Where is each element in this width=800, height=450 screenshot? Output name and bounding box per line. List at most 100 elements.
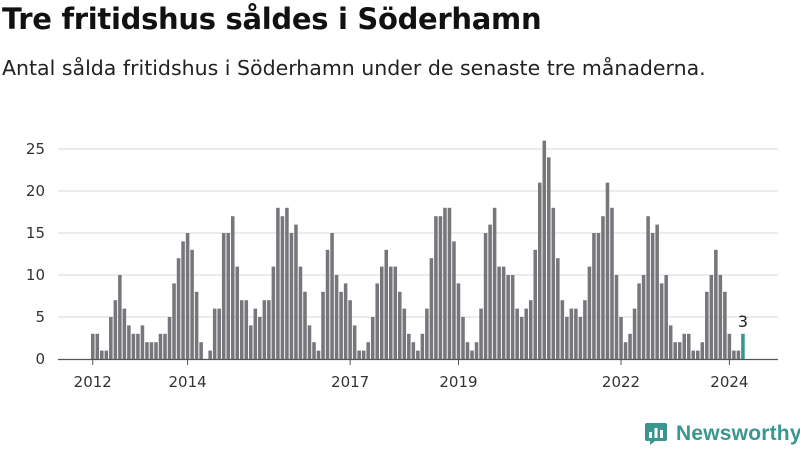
bar <box>316 350 321 359</box>
bar <box>682 333 687 359</box>
bar <box>167 317 172 359</box>
bar <box>605 182 610 359</box>
bar <box>289 233 294 359</box>
bar <box>592 233 596 359</box>
bar <box>587 266 592 359</box>
bar <box>212 308 217 359</box>
brand-name: Newsworthy <box>676 422 800 445</box>
bar <box>271 266 276 359</box>
bar <box>686 333 691 359</box>
bar <box>249 325 253 359</box>
bar <box>276 207 280 359</box>
x-tick-label: 2012 <box>74 373 112 391</box>
bar <box>221 233 226 359</box>
bar <box>465 342 470 359</box>
bar <box>488 224 492 359</box>
bar <box>176 258 181 359</box>
bar <box>348 300 352 359</box>
bar <box>127 325 131 359</box>
bar <box>425 308 429 359</box>
bar <box>91 333 95 359</box>
bar <box>262 300 267 359</box>
bar <box>429 258 434 359</box>
bar <box>443 207 447 359</box>
bar <box>321 291 325 359</box>
bar <box>705 291 709 359</box>
bar <box>199 342 203 359</box>
bar <box>366 342 370 359</box>
bar <box>226 233 230 359</box>
brand-logo: Newsworthy <box>644 419 800 449</box>
gridlines <box>58 148 778 318</box>
bar <box>181 241 185 359</box>
y-tick-label: 0 <box>35 350 45 368</box>
bar <box>131 333 136 359</box>
bar <box>230 216 235 359</box>
x-axis-ticks: 2012 2014 2017 2019 2022 2024 <box>74 359 748 391</box>
bar <box>727 333 732 359</box>
bar <box>714 249 718 359</box>
y-tick-label: 25 <box>26 140 45 158</box>
bar <box>113 300 118 359</box>
bar <box>298 266 303 359</box>
bar <box>542 140 547 359</box>
y-tick-label: 5 <box>35 308 45 326</box>
bar <box>456 283 461 359</box>
bar <box>149 342 154 359</box>
bar <box>623 342 628 359</box>
bar <box>118 275 122 359</box>
bar <box>352 325 357 359</box>
bar <box>474 342 479 359</box>
bar <box>677 342 682 359</box>
bar <box>596 233 601 359</box>
bar <box>506 275 510 359</box>
bar <box>668 325 673 359</box>
bar <box>388 266 393 359</box>
bar <box>601 216 605 359</box>
bar <box>190 249 194 359</box>
bar <box>537 182 542 359</box>
bar <box>136 333 140 359</box>
bar <box>497 266 501 359</box>
bar <box>434 216 438 359</box>
bar <box>650 233 655 359</box>
bar <box>574 308 578 359</box>
bar <box>208 350 212 359</box>
y-tick-label: 20 <box>26 182 45 200</box>
bar <box>122 308 127 359</box>
bar-chart-logo-icon <box>645 423 667 445</box>
page-subtitle: Antal sålda fritidshus i Söderhamn under… <box>2 56 706 80</box>
y-tick-label: 15 <box>26 224 45 242</box>
bar <box>583 300 587 359</box>
bar <box>501 266 506 359</box>
bar <box>723 291 727 359</box>
x-tick-label: 2022 <box>602 373 640 391</box>
bar <box>163 333 167 359</box>
bar <box>244 300 249 359</box>
bar <box>280 216 285 359</box>
bar <box>664 275 668 359</box>
bar <box>235 266 240 359</box>
bar <box>185 233 190 359</box>
bar <box>619 317 623 359</box>
page-title: Tre fritidshus såldes i Söderhamn <box>2 2 542 36</box>
bar <box>452 241 456 359</box>
bar <box>696 350 700 359</box>
bar <box>339 291 343 359</box>
bar <box>646 216 650 359</box>
bar <box>416 350 420 359</box>
y-tick-label: 10 <box>26 266 45 284</box>
bar <box>361 350 366 359</box>
bar <box>393 266 398 359</box>
bar <box>641 275 646 359</box>
bar <box>145 342 149 359</box>
bar <box>375 283 379 359</box>
bar <box>402 308 407 359</box>
bar <box>519 317 524 359</box>
bar <box>732 350 736 359</box>
bar <box>483 233 488 359</box>
bar <box>632 308 637 359</box>
data-labels: 3 <box>738 312 748 331</box>
bar <box>420 333 425 359</box>
